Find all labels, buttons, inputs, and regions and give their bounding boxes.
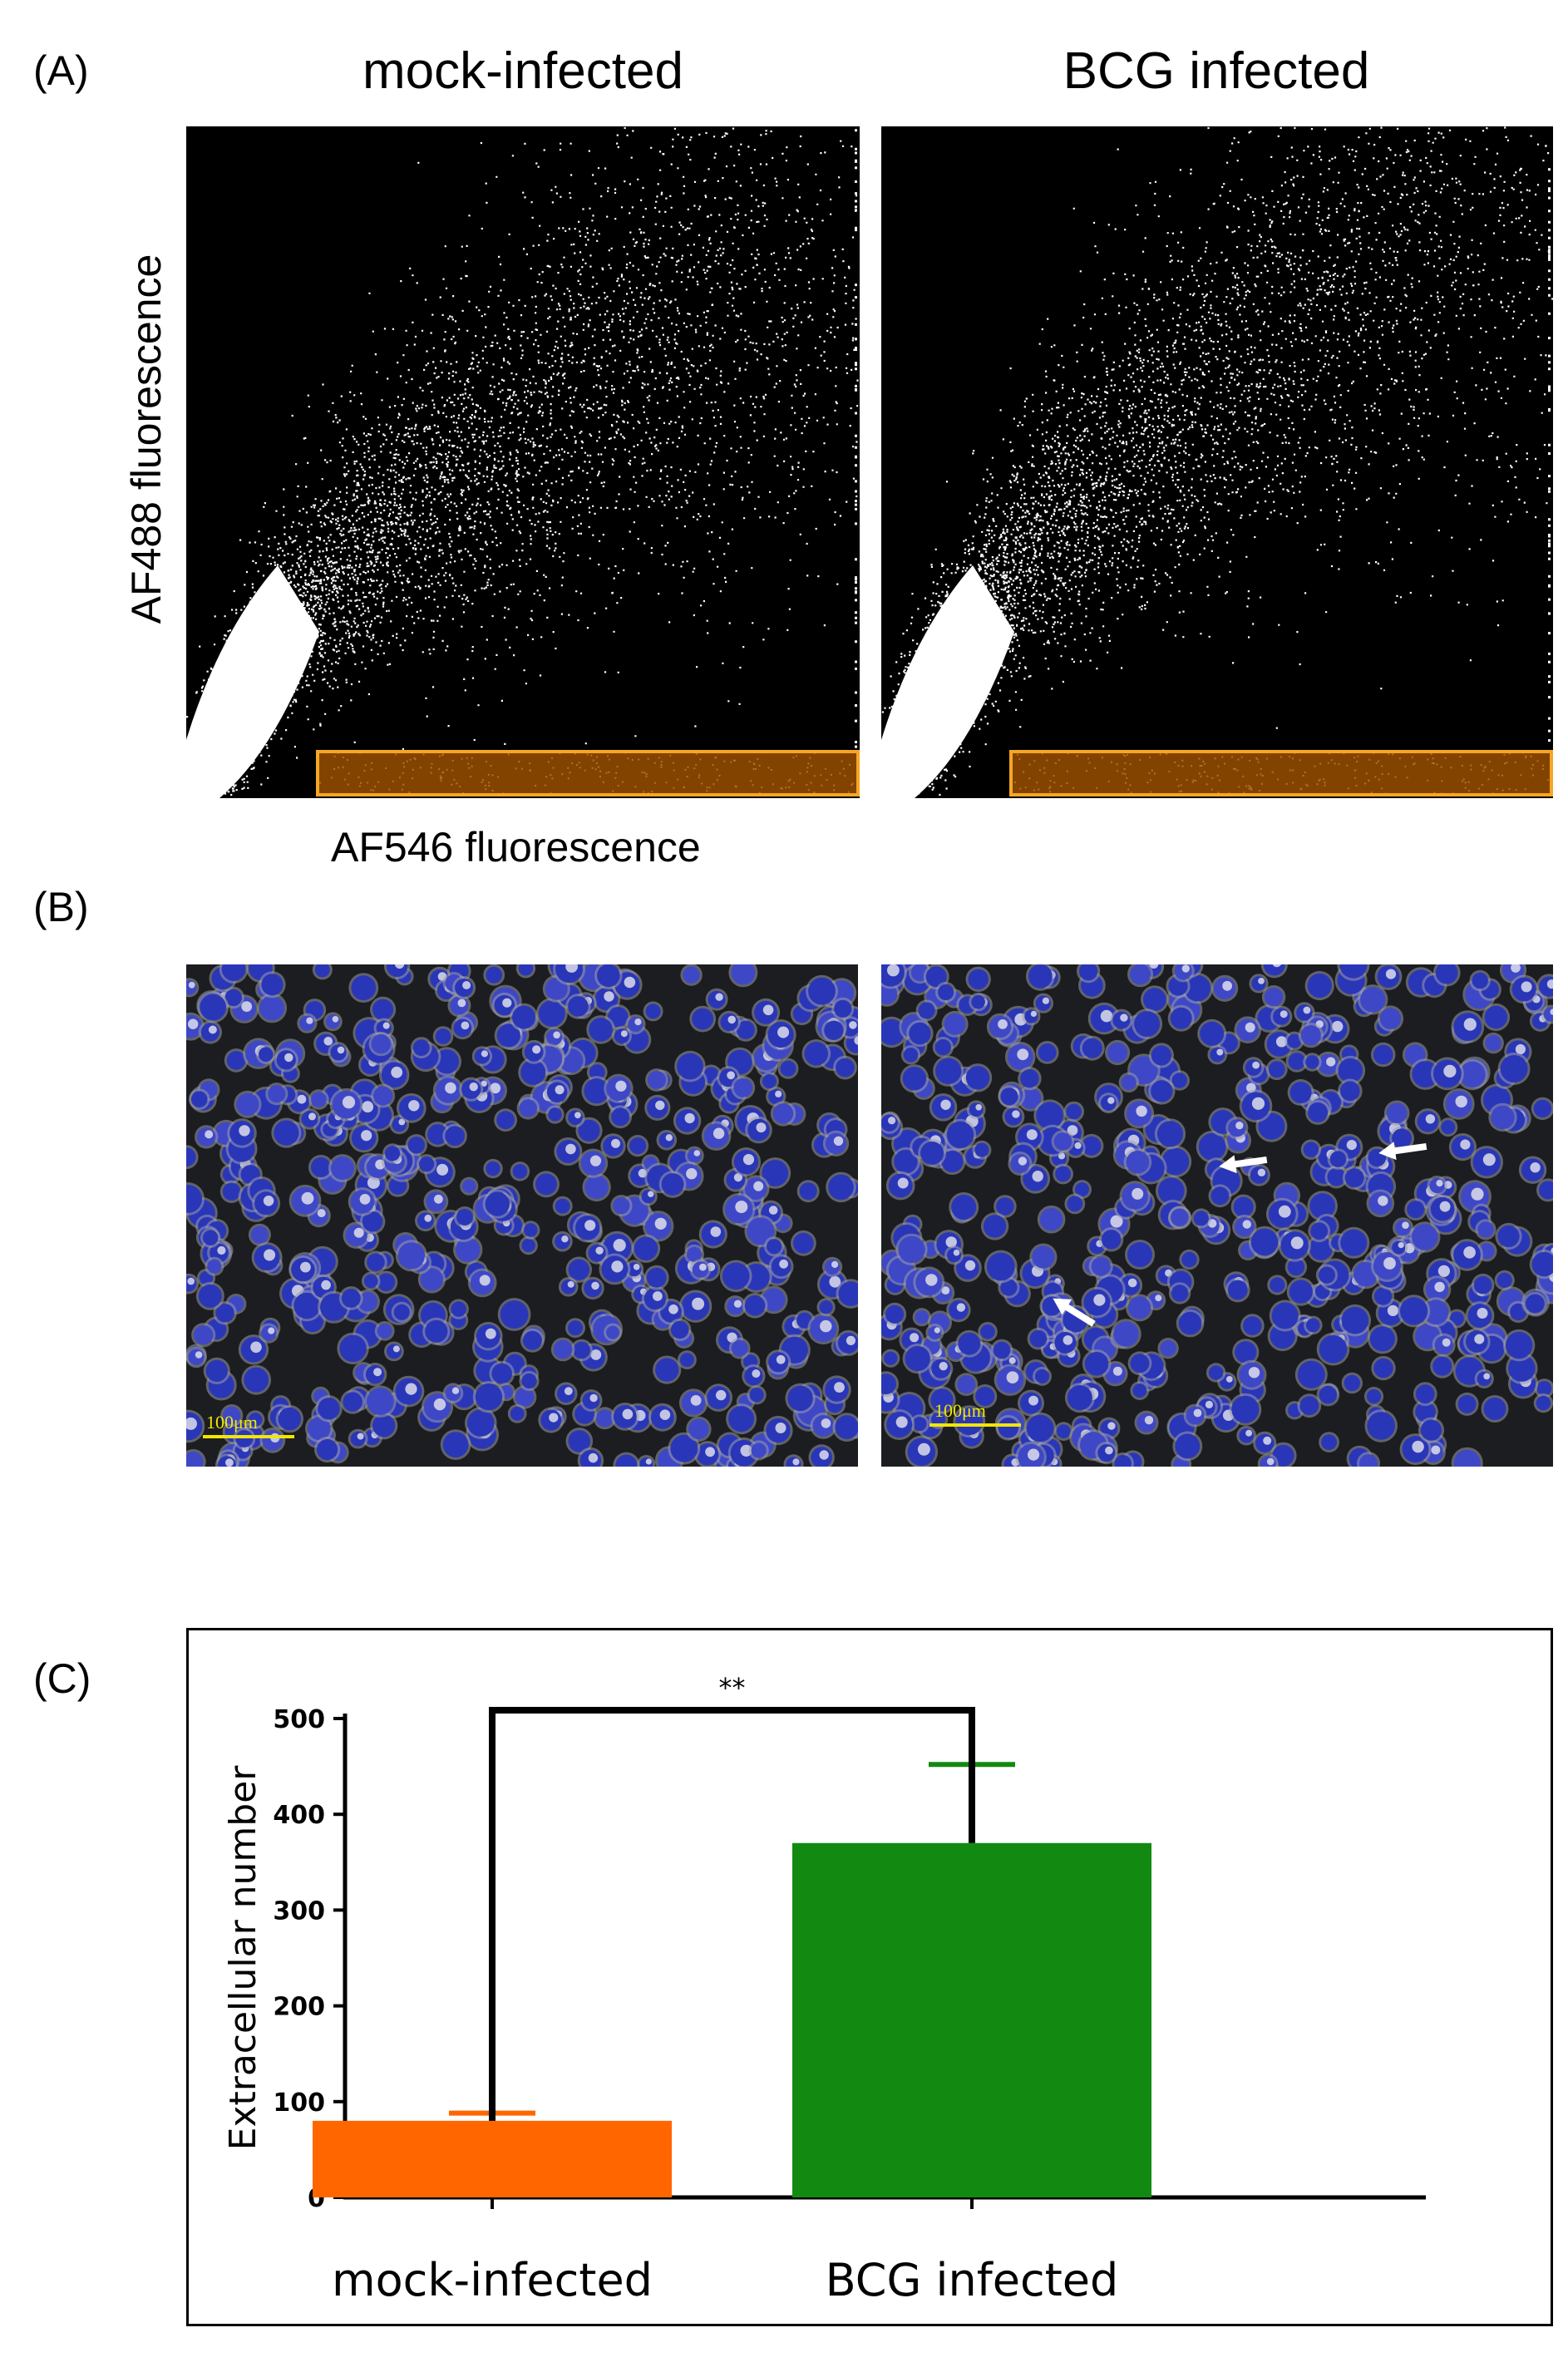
flow-plot-mock	[186, 126, 860, 798]
scatter-points-mock	[186, 126, 859, 798]
x-axis-label-af546: AF546 fluorescence	[331, 824, 701, 870]
y-axis-label: Extracellular number	[222, 1765, 264, 2151]
scale-bar-label-bcg: 100μm	[934, 1400, 986, 1421]
scale-bar-mock	[203, 1435, 294, 1438]
y-tick-label: 400	[273, 1801, 325, 1830]
y-tick-label: 200	[273, 1993, 325, 2022]
arrow-icon-3	[1053, 1298, 1096, 1327]
panel-c-letter: (C)	[33, 1655, 91, 1702]
category-label-mock: mock-infected	[332, 2254, 653, 2306]
title-bcg-infected: BCG infected	[1063, 42, 1370, 100]
scale-bar-bcg	[929, 1423, 1021, 1427]
y-tick-label: 300	[273, 1896, 325, 1926]
panel-b-letter: (B)	[33, 884, 89, 930]
cell-field-mock	[186, 964, 858, 1467]
panel-a-letter: (A)	[33, 47, 89, 94]
micrograph-bcg: 100μm	[881, 964, 1553, 1467]
bar-bcg-infected	[792, 1842, 1151, 2197]
significance-label: **	[719, 1672, 746, 1704]
y-axis-label-af488: AF488 fluorescence	[123, 254, 170, 624]
micrograph-mock: 100μm	[186, 964, 858, 1467]
flow-plot-bcg	[881, 126, 1553, 798]
category-label-bcg: BCG infected	[826, 2254, 1119, 2306]
y-tick-label: 500	[273, 1705, 325, 1734]
scale-bar-label-mock: 100μm	[206, 1412, 258, 1433]
significance-bracket	[489, 1707, 975, 2121]
title-mock-infected: mock-infected	[362, 42, 683, 100]
arrow-icon-2	[1378, 1142, 1427, 1161]
cell-field-bcg	[881, 964, 1553, 1467]
arrow-icon-1	[1219, 1155, 1268, 1174]
bar-mock-infected	[313, 2120, 672, 2197]
gate-region-mock	[316, 750, 860, 796]
gate-region-bcg	[1009, 750, 1553, 796]
scatter-points-bcg	[881, 126, 1553, 798]
y-tick-label: 100	[273, 2089, 325, 2118]
bar-chart-frame: 0 100 200 300 400 500 Extracellular number **…	[186, 1628, 1553, 2326]
